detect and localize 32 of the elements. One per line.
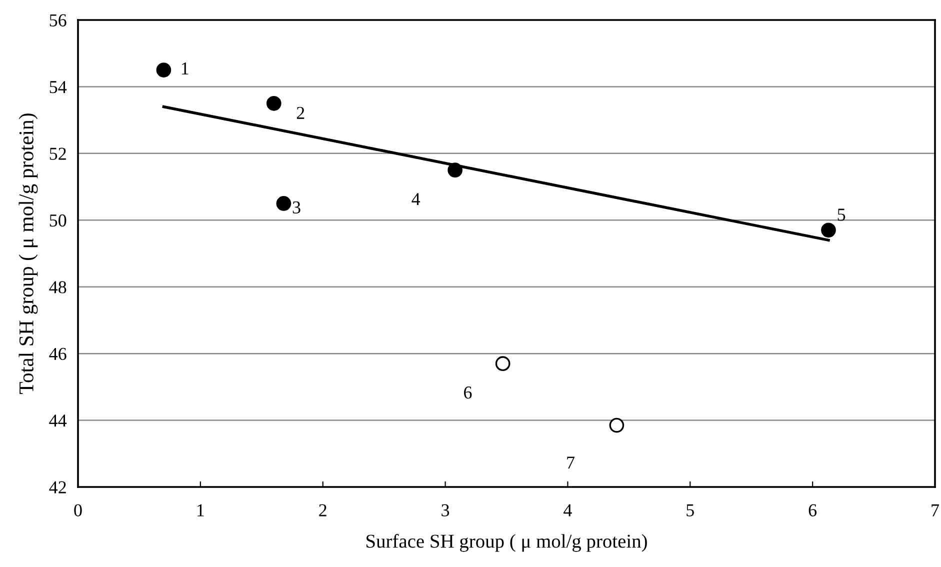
point xyxy=(609,418,624,433)
y-tick-label: 50 xyxy=(50,214,66,227)
x-tick-label: 6 xyxy=(808,504,817,516)
annotation: 6 xyxy=(464,386,472,399)
point xyxy=(276,196,292,211)
point xyxy=(266,96,282,111)
point xyxy=(821,222,836,238)
y-tick-label: 54 xyxy=(50,81,67,94)
y-tick-label: 42 xyxy=(49,481,66,494)
point xyxy=(495,356,510,371)
x-tick-label: 7 xyxy=(932,504,939,516)
x-tick-label: 4 xyxy=(564,504,572,516)
x-tick-label: 3 xyxy=(442,504,450,516)
x-tick-label: 0 xyxy=(74,504,82,516)
x-axis-title: Surface SH group ( μ mol/g protein) xyxy=(366,534,647,552)
x-tick-label: 5 xyxy=(686,504,694,516)
annotation: 5 xyxy=(838,208,846,221)
y-tick-label: 52 xyxy=(50,148,66,160)
x-tick-label: 1 xyxy=(198,504,204,516)
y-tick-label: 44 xyxy=(49,414,67,427)
annotation: 4 xyxy=(412,193,420,206)
x-tick-label: 2 xyxy=(319,504,326,516)
y-tick-label: 56 xyxy=(50,14,66,26)
y-axis-title: Total SH group ( μ mol/g protein) xyxy=(18,114,38,394)
annotation: 1 xyxy=(182,62,188,74)
annotation: 7 xyxy=(567,456,574,469)
annotation: 3 xyxy=(292,201,300,214)
point xyxy=(448,162,463,178)
point xyxy=(156,62,172,78)
y-tick-label: 46 xyxy=(49,348,66,360)
annotation: 2 xyxy=(296,106,304,119)
y-tick-label: 48 xyxy=(49,281,66,294)
